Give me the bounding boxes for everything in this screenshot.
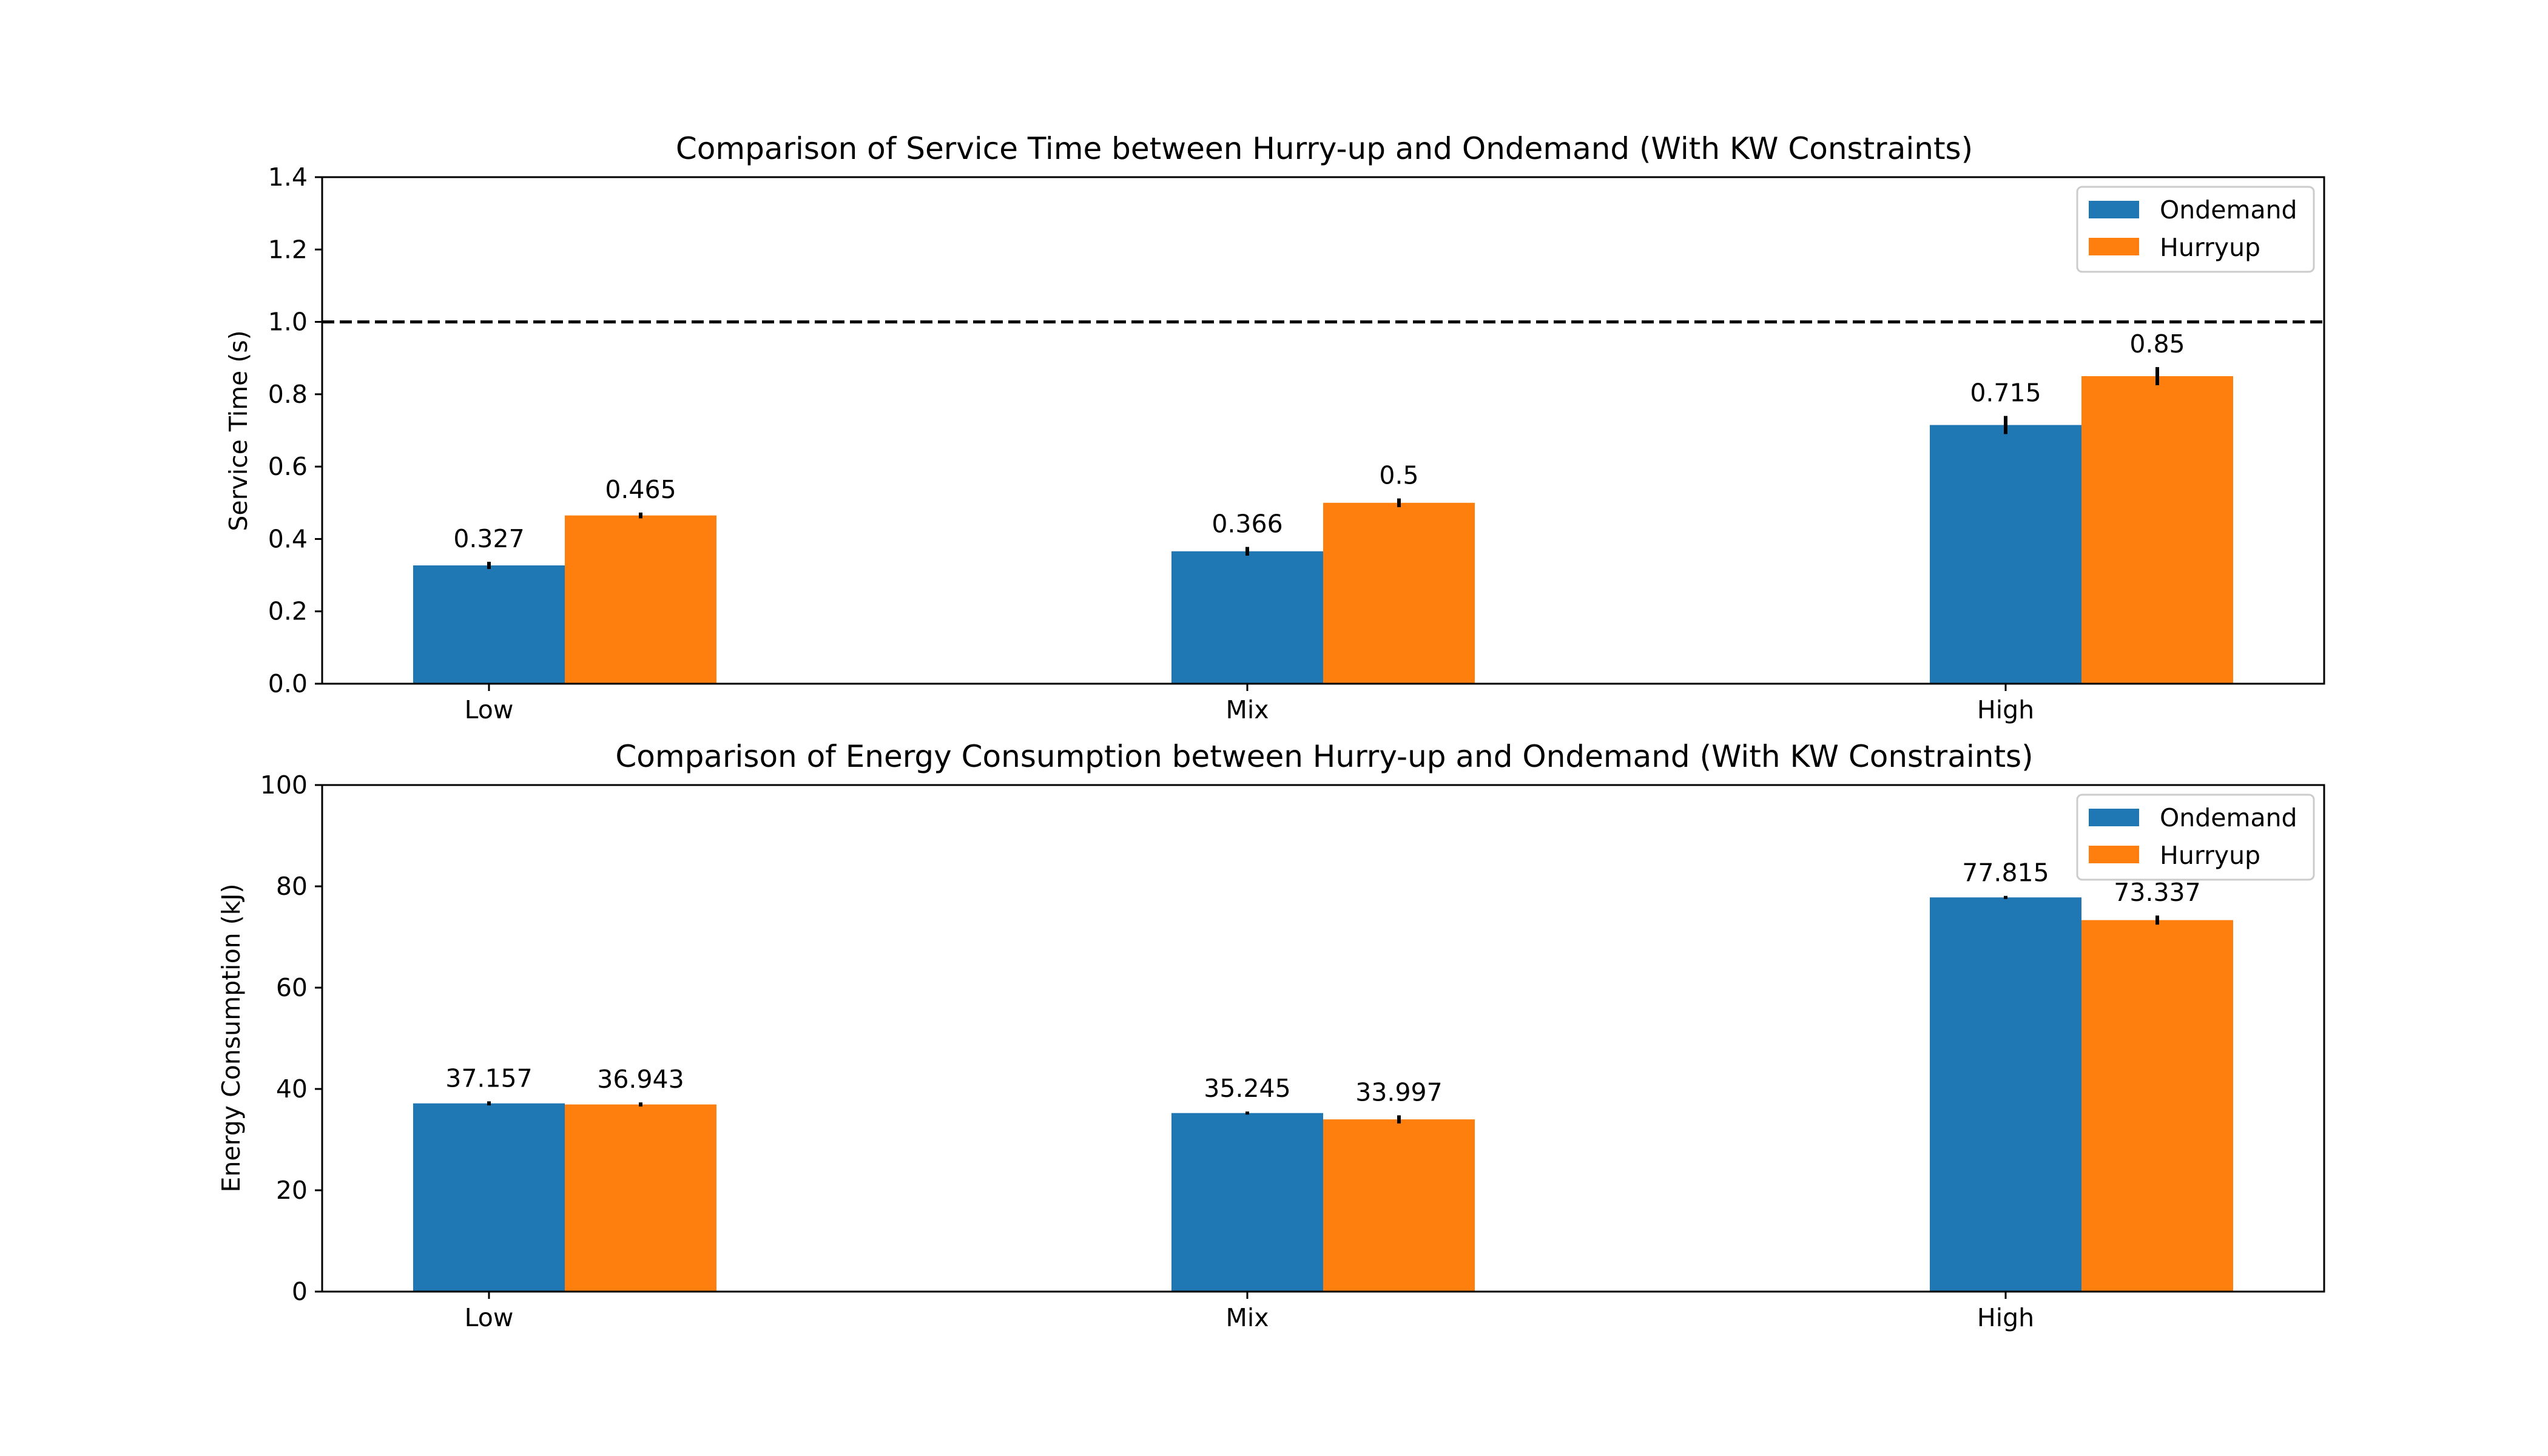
data-label: 37.157 [445, 1063, 532, 1093]
y-tick-label: 80 [276, 872, 308, 901]
bar-hurryup-high [2081, 920, 2233, 1292]
bar-hurryup-low [565, 515, 716, 684]
data-label: 73.337 [2114, 878, 2200, 907]
y-tick-label: 0.8 [268, 380, 308, 409]
legend-swatch-hurryup [2089, 238, 2139, 255]
x-tick-label: Mix [1225, 1303, 1269, 1332]
y-tick-label: 100 [260, 770, 308, 800]
data-label: 0.5 [1379, 461, 1418, 490]
bars-layer: 0.327 0.366 0.715 0.465 0.5 0.85 [413, 329, 2233, 684]
service-time-chart: Comparison of Service Time between Hurry… [224, 131, 2325, 724]
legend-label-hurryup: Hurryup [2160, 841, 2260, 870]
y-axis: 0 20 40 60 80 100 [260, 770, 322, 1306]
y-tick-label: 60 [276, 973, 308, 1002]
bar-hurryup-mix [1323, 502, 1475, 684]
x-tick-label: High [1977, 695, 2034, 724]
x-tick-label: High [1977, 1303, 2034, 1332]
bar-ondemand-mix [1171, 551, 1323, 684]
x-tick-label: Low [465, 1303, 514, 1332]
bar-hurryup-low [565, 1104, 716, 1292]
y-axis: 0.0 0.2 0.4 0.6 0.8 1.0 1.2 1.4 [268, 163, 322, 698]
bar-ondemand-mix [1171, 1113, 1323, 1292]
legend: Ondemand Hurryup [2076, 186, 2315, 273]
legend-label-ondemand: Ondemand [2160, 195, 2297, 224]
bar-ondemand-low [413, 1103, 565, 1292]
y-tick-label: 20 [276, 1176, 308, 1205]
plot-frame [321, 784, 2325, 1293]
legend-label-ondemand: Ondemand [2160, 803, 2297, 832]
legend-swatch-hurryup [2089, 846, 2139, 863]
data-label: 77.815 [1962, 858, 2049, 888]
chart-title: Comparison of Service Time between Hurry… [676, 131, 1973, 166]
data-label: 0.85 [2129, 329, 2185, 359]
y-tick-label: 0.2 [268, 597, 308, 626]
legend-swatch-ondemand [2089, 809, 2139, 826]
bar-ondemand-high [1930, 897, 2081, 1292]
energy-consumption-chart: Comparison of Energy Consumption between… [217, 739, 2325, 1332]
legend-swatch-ondemand [2089, 201, 2139, 218]
y-tick-label: 0 [292, 1277, 308, 1306]
y-tick-label: 1.2 [268, 235, 308, 264]
y-axis-label: Energy Consumption (kJ) [217, 884, 246, 1193]
x-axis: Low Mix High [465, 1292, 2034, 1332]
legend: Ondemand Hurryup [2076, 794, 2315, 881]
data-label: 35.245 [1204, 1074, 1290, 1103]
bar-hurryup-mix [1323, 1119, 1475, 1292]
bars-layer: 37.157 35.245 77.815 36.943 33.997 73.337 [413, 858, 2233, 1292]
y-tick-label: 40 [276, 1074, 308, 1104]
legend-label-hurryup: Hurryup [2160, 233, 2260, 262]
data-label: 0.465 [605, 475, 676, 504]
data-label: 33.997 [1355, 1077, 1442, 1107]
bar-ondemand-low [413, 565, 565, 684]
x-tick-label: Low [465, 695, 514, 724]
data-label: 0.715 [1970, 379, 2041, 408]
y-axis-label: Service Time (s) [224, 330, 253, 531]
y-tick-label: 0.0 [268, 669, 308, 698]
y-tick-label: 1.4 [268, 163, 308, 192]
chart-title: Comparison of Energy Consumption between… [615, 739, 2033, 774]
x-axis: Low Mix High [465, 684, 2034, 724]
bar-hurryup-high [2081, 376, 2233, 684]
y-tick-label: 0.6 [268, 452, 308, 481]
data-label: 0.327 [453, 524, 524, 553]
y-tick-label: 0.4 [268, 524, 308, 553]
plot-frame [321, 176, 2325, 685]
bar-ondemand-high [1930, 425, 2081, 684]
data-label: 36.943 [597, 1065, 684, 1094]
data-label: 0.366 [1212, 510, 1282, 539]
y-tick-label: 1.0 [268, 308, 308, 337]
x-tick-label: Mix [1225, 695, 1269, 724]
